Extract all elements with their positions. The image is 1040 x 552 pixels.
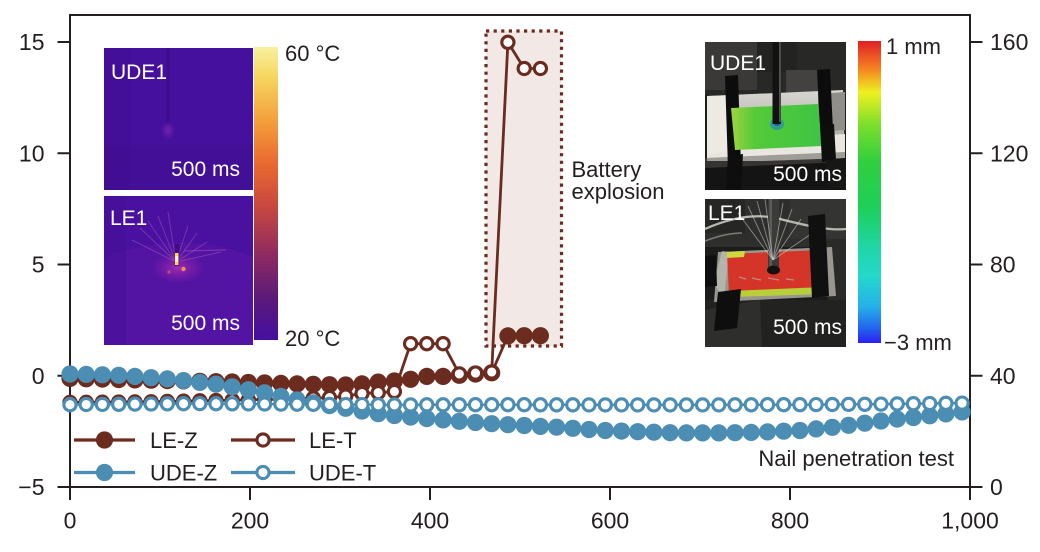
svg-text:500 ms: 500 ms [171, 312, 240, 335]
svg-text:−3 mm: −3 mm [884, 330, 952, 355]
svg-text:1,000: 1,000 [941, 508, 999, 534]
svg-text:160: 160 [990, 29, 1028, 55]
svg-text:60 °C: 60 °C [285, 41, 340, 66]
svg-text:5: 5 [32, 252, 45, 278]
svg-text:400: 400 [411, 508, 449, 534]
svg-text:LE-Z: LE-Z [150, 428, 198, 453]
svg-text:10: 10 [19, 140, 45, 166]
svg-text:UDE-Z: UDE-Z [150, 460, 217, 485]
svg-text:15: 15 [19, 29, 45, 55]
svg-text:20 °C: 20 °C [285, 326, 340, 351]
svg-text:600: 600 [591, 508, 629, 534]
svg-text:1 mm: 1 mm [886, 34, 941, 59]
svg-text:0: 0 [32, 363, 45, 389]
svg-text:UDE-T: UDE-T [309, 460, 376, 485]
svg-text:500 ms: 500 ms [773, 163, 842, 186]
svg-text:explosion: explosion [572, 179, 665, 204]
svg-text:0: 0 [64, 508, 77, 534]
svg-text:80: 80 [990, 252, 1016, 278]
svg-text:120: 120 [990, 140, 1028, 166]
svg-text:800: 800 [771, 508, 809, 534]
svg-text:LE1: LE1 [110, 207, 147, 230]
svg-text:Nail penetration test: Nail penetration test [758, 446, 954, 471]
svg-text:0: 0 [990, 474, 1003, 500]
svg-text:500 ms: 500 ms [171, 158, 240, 181]
svg-text:40: 40 [990, 363, 1016, 389]
svg-text:LE-T: LE-T [309, 428, 357, 453]
svg-text:LE1: LE1 [708, 202, 745, 225]
svg-text:500 ms: 500 ms [773, 316, 842, 339]
svg-text:Battery: Battery [572, 157, 642, 182]
svg-text:UDE1: UDE1 [710, 52, 766, 75]
svg-text:−5: −5 [18, 474, 44, 500]
svg-text:200: 200 [231, 508, 269, 534]
svg-text:UDE1: UDE1 [111, 61, 167, 84]
